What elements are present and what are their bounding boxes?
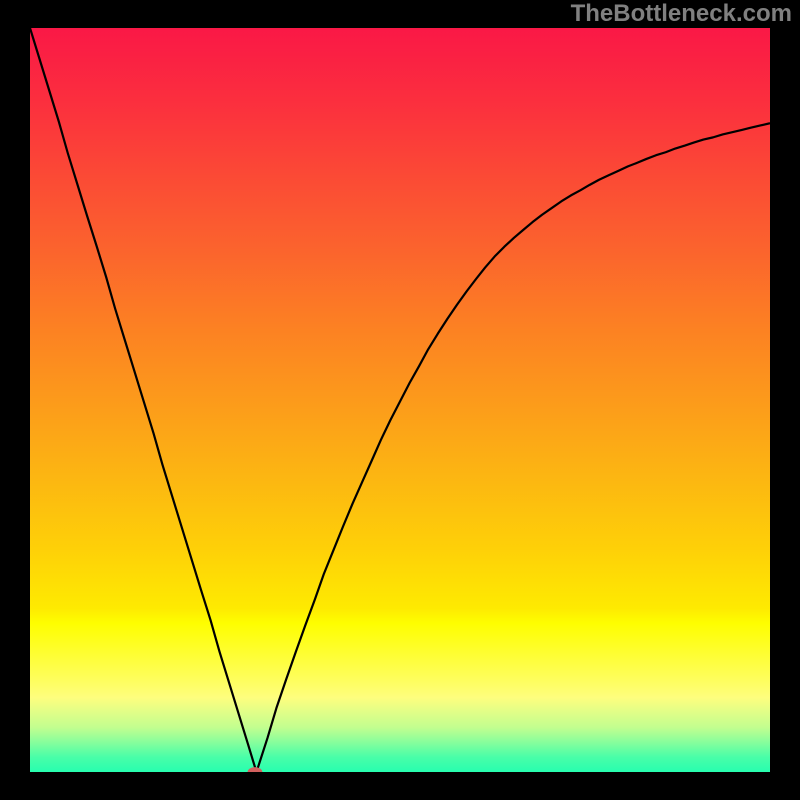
watermark-text: TheBottleneck.com [571, 0, 792, 28]
chart-frame: TheBottleneck.com [0, 0, 800, 800]
bottleneck-curve-chart [30, 28, 770, 772]
